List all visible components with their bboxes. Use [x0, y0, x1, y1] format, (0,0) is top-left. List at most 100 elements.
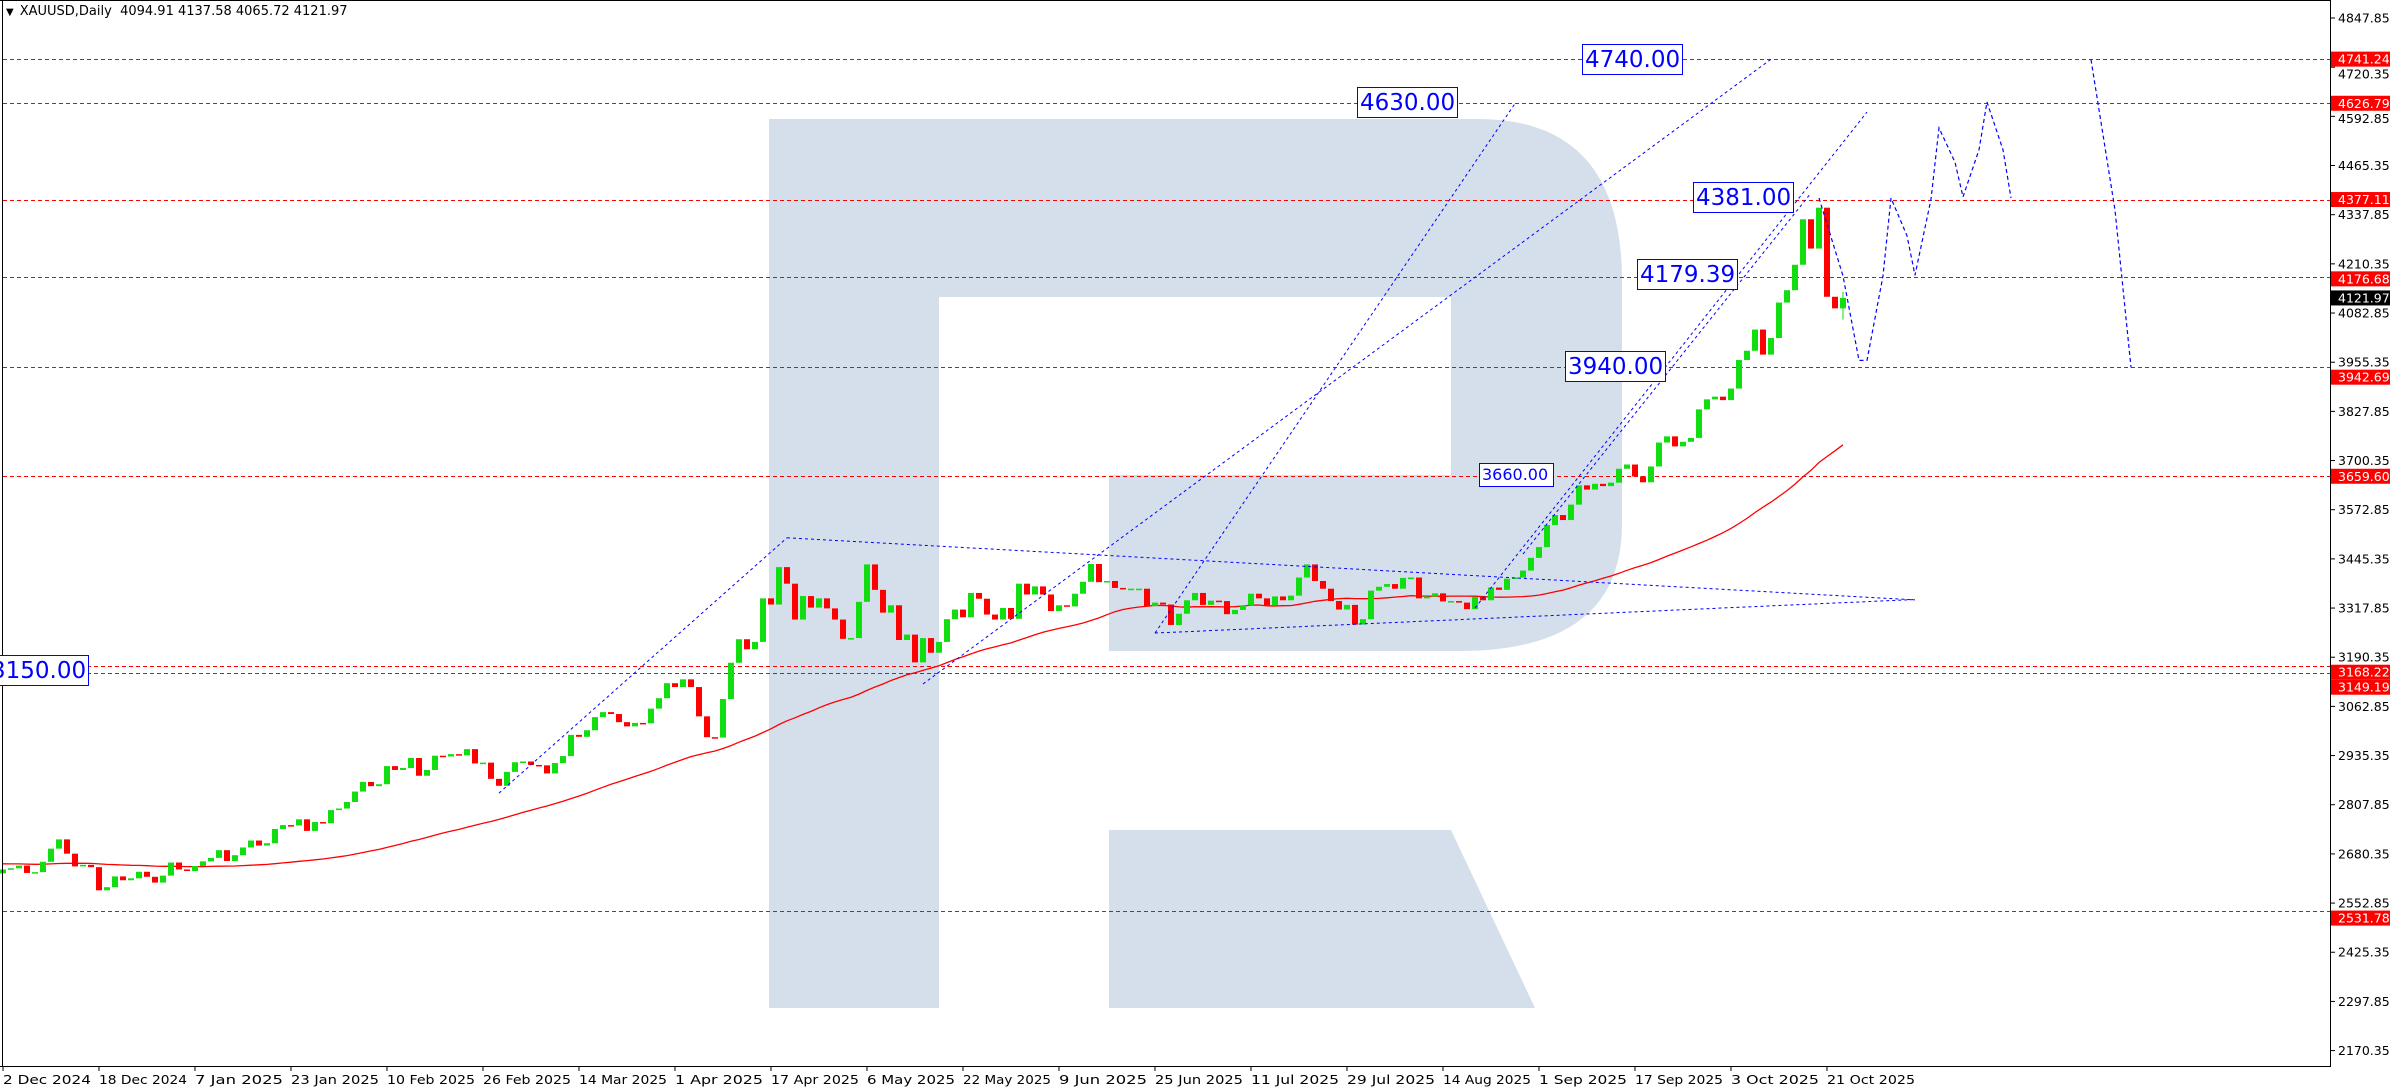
triangle-down-icon[interactable]: ▼ — [6, 7, 14, 18]
candle-body — [1592, 483, 1598, 490]
candle-body — [816, 598, 822, 608]
level-price-tag-bg — [2331, 679, 2390, 695]
date-tick-label: 1 Sep 2025 — [1539, 1072, 1627, 1087]
candle — [1248, 593, 1254, 606]
price-tick-label: 2680.35 — [2338, 846, 2390, 861]
candle — [288, 825, 294, 827]
level-price-tag: 2531.78 — [2338, 911, 2390, 926]
candle-body — [1504, 578, 1510, 590]
candle — [1696, 409, 1702, 438]
candle-body — [272, 828, 278, 844]
level-label-4740[interactable]: 4740.00 — [1582, 44, 1683, 75]
candle — [792, 583, 798, 620]
candle — [144, 871, 150, 877]
candle-body — [160, 875, 166, 883]
candle-body — [1640, 476, 1646, 483]
candle-body — [1272, 596, 1278, 606]
date-tick-label: 17 Apr 2025 — [771, 1072, 859, 1087]
candle-body — [1232, 609, 1238, 615]
level-price-tag: 4626.79 — [2338, 96, 2390, 111]
candle — [496, 778, 502, 786]
candle-body — [1536, 547, 1542, 558]
candle-body — [728, 662, 734, 700]
level-label-3660[interactable]: 3660.00 — [1479, 463, 1554, 487]
candle-body — [1744, 350, 1750, 361]
candle-body — [1800, 219, 1806, 265]
candle — [256, 840, 262, 846]
level-label-3150[interactable]: 3150.00 — [0, 655, 89, 686]
candle-body — [688, 679, 694, 688]
candle-body — [1720, 396, 1726, 401]
level-price-tag-bg — [2331, 910, 2390, 926]
candle-body — [1736, 360, 1742, 389]
candle — [168, 862, 174, 876]
candle-body — [72, 853, 78, 867]
candle — [696, 687, 702, 717]
candle-body — [968, 592, 974, 618]
candle — [1640, 476, 1646, 483]
candle — [1448, 601, 1454, 603]
candle — [112, 876, 118, 888]
candle-body — [1064, 605, 1070, 607]
candle — [1176, 613, 1182, 625]
candle-body — [384, 766, 390, 785]
candle — [1832, 296, 1838, 309]
price-tick-label: 3190.35 — [2338, 650, 2390, 665]
level-label-3940[interactable]: 3940.00 — [1565, 351, 1666, 382]
candle-body — [328, 810, 334, 824]
candle — [1616, 468, 1622, 483]
candle — [800, 596, 806, 620]
candle-body — [904, 634, 910, 641]
candle-body — [976, 592, 982, 599]
price-tick-label: 2297.85 — [2338, 994, 2390, 1009]
price-tick-label: 4847.85 — [2338, 11, 2390, 26]
candle-body — [992, 614, 998, 620]
price-tick-label: 3827.85 — [2338, 404, 2390, 419]
candle — [1360, 619, 1366, 625]
candle-body — [144, 871, 150, 877]
price-tick-label: 4720.35 — [2338, 67, 2390, 82]
candle — [240, 847, 246, 856]
candle — [1016, 583, 1022, 619]
trend-line — [498, 537, 788, 794]
level-label-4179[interactable]: 4179.39 — [1637, 259, 1738, 290]
candle-body — [1336, 601, 1342, 610]
candle-body — [1496, 587, 1502, 590]
level-label-4381[interactable]: 4381.00 — [1693, 182, 1794, 213]
candle — [1216, 600, 1222, 603]
candle — [432, 755, 438, 770]
candle-body — [864, 564, 870, 602]
candle — [1280, 596, 1286, 601]
candle-body — [672, 683, 678, 688]
candle-body — [1312, 564, 1318, 581]
forecast-path — [1818, 101, 2012, 361]
candle-body — [1552, 515, 1558, 526]
candle — [1808, 219, 1814, 249]
candle-body — [1368, 590, 1374, 620]
trend-line — [1522, 192, 1812, 555]
candle — [536, 764, 542, 767]
candle — [488, 762, 494, 779]
candle-body — [1768, 338, 1774, 355]
candle-body — [216, 850, 222, 858]
candle — [320, 822, 326, 824]
candle — [272, 828, 278, 844]
candle-body — [232, 855, 238, 861]
candle-body — [400, 768, 406, 770]
candle-body — [8, 868, 14, 870]
candle — [1496, 587, 1502, 590]
candle — [104, 887, 110, 891]
level-price-tag: 3168.22 — [2338, 665, 2390, 680]
candle-body — [344, 801, 350, 809]
candle-body — [1776, 302, 1782, 339]
candle-body — [1560, 515, 1566, 521]
candle — [1424, 596, 1430, 599]
level-label-4630[interactable]: 4630.00 — [1357, 87, 1458, 118]
candle — [96, 867, 102, 891]
time-axis[interactable]: 2 Dec 2024 18 Dec 2024 7 Jan 2025 23 Jan 20… — [2, 1066, 1915, 1087]
price-axis[interactable]: 4847.85 4720.35 4592.85 4465.35 4337.85 4210.… — [2330, 11, 2390, 1059]
level-price-tag: 4377.11 — [2338, 192, 2390, 207]
candle-body — [1816, 207, 1822, 249]
